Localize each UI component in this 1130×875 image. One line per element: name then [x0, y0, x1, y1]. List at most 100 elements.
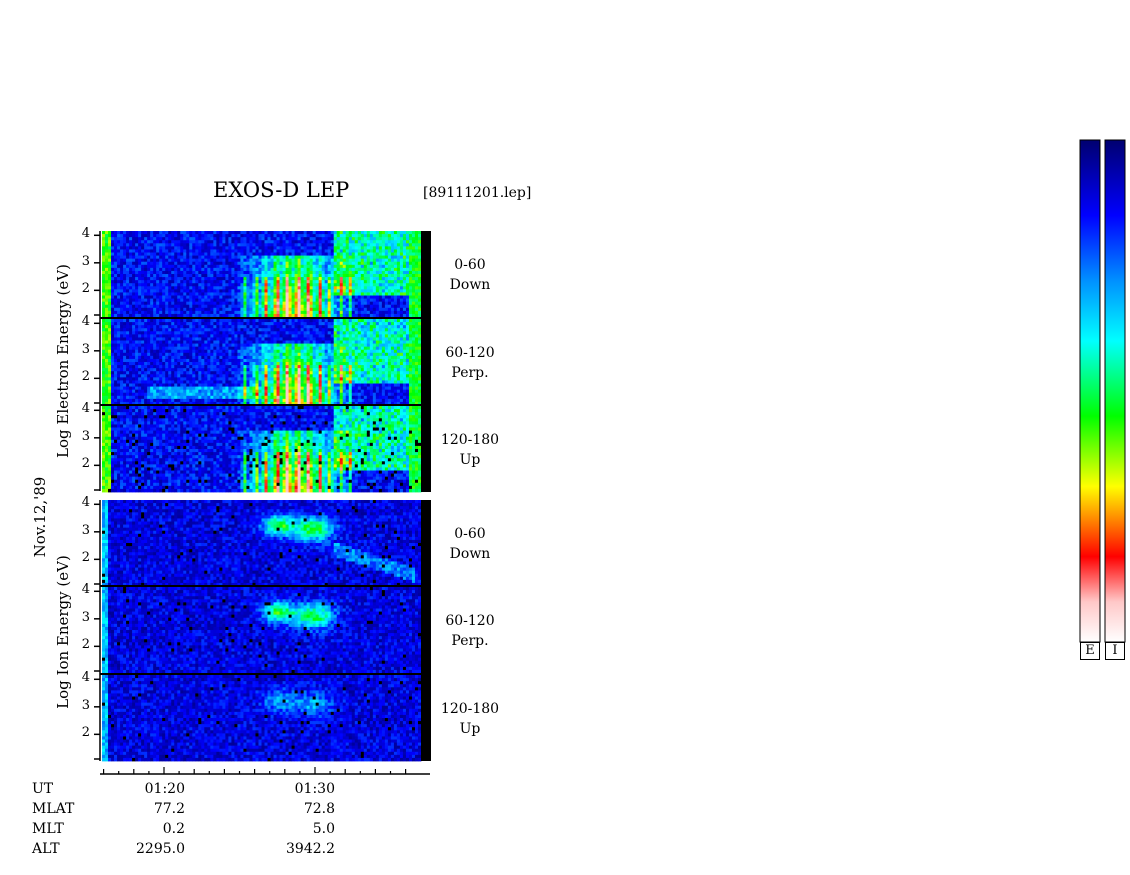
heatmap-cell	[276, 231, 280, 235]
heatmap-cell	[390, 258, 395, 263]
heatmap-cell	[153, 395, 157, 400]
heatmap-cell	[411, 246, 416, 250]
heatmap-cell	[186, 286, 190, 290]
heatmap-cell	[264, 319, 268, 323]
heatmap-cell	[222, 340, 226, 344]
heatmap-cell	[417, 240, 422, 244]
heatmap-cell	[129, 389, 133, 394]
heatmap-cell	[168, 267, 172, 272]
heatmap-cell	[153, 231, 157, 235]
heatmap-cell	[384, 240, 389, 244]
heatmap-cell	[144, 352, 148, 357]
heatmap-cell	[186, 283, 190, 287]
heatmap-cell	[117, 383, 121, 387]
heatmap-cell	[330, 252, 335, 256]
heatmap-cell	[204, 258, 208, 263]
heatmap-cell	[414, 307, 419, 312]
heatmap-cell	[147, 392, 151, 397]
heatmap-cell	[147, 261, 151, 266]
heatmap-cell	[414, 298, 419, 303]
heatmap-cell	[111, 231, 115, 235]
heatmap-cell	[153, 277, 157, 281]
heatmap-cell	[123, 352, 127, 357]
heatmap-cell	[339, 237, 344, 241]
heatmap-cell	[297, 401, 302, 406]
heatmap-cell	[282, 252, 286, 256]
heatmap-cell	[177, 365, 181, 369]
heatmap-cell	[171, 352, 175, 357]
heatmap-cell	[171, 240, 175, 244]
heatmap-cell	[156, 392, 160, 397]
heatmap-cell	[312, 298, 317, 303]
heatmap-cell	[279, 295, 283, 299]
heatmap-cell	[276, 319, 280, 323]
heatmap-cell	[198, 358, 202, 363]
heatmap-cell	[327, 301, 332, 306]
heatmap-cell	[168, 401, 172, 406]
heatmap-cell	[192, 295, 196, 299]
heatmap-cell	[192, 380, 196, 384]
heatmap-cell	[315, 246, 320, 250]
heatmap-cell	[171, 274, 175, 278]
heatmap-cell	[105, 389, 109, 394]
heatmap-cell	[288, 267, 292, 272]
heatmap-cell	[330, 240, 335, 244]
heatmap-cell	[180, 267, 184, 272]
heatmap-cell	[306, 277, 311, 281]
heatmap-cell	[165, 392, 169, 397]
heatmap-cell	[171, 289, 175, 293]
heatmap-cell	[210, 337, 214, 341]
heatmap-cell	[240, 349, 244, 354]
heatmap-cell	[276, 401, 280, 406]
heatmap-cell	[303, 289, 308, 293]
heatmap-cell	[237, 289, 241, 293]
heatmap-cell	[132, 283, 136, 287]
heatmap-cell	[384, 286, 389, 290]
heatmap-cell	[324, 313, 329, 318]
heatmap-cell	[393, 243, 398, 247]
heatmap-cell	[156, 258, 160, 263]
heatmap-cell	[156, 307, 160, 312]
heatmap-cell	[384, 246, 389, 250]
heatmap-cell	[387, 231, 392, 235]
heatmap-cell	[192, 365, 196, 369]
heatmap-cell	[153, 362, 157, 366]
heatmap-cell	[114, 386, 118, 391]
heatmap-cell	[240, 270, 244, 275]
heatmap-cell	[285, 255, 289, 260]
heatmap-cell	[219, 246, 223, 250]
heatmap-cell	[117, 398, 121, 403]
heatmap-cell	[144, 392, 148, 397]
heatmap-cell	[162, 231, 166, 235]
heatmap-cell	[357, 274, 362, 278]
heatmap-cell	[126, 274, 130, 278]
heatmap-cell	[366, 240, 371, 244]
heatmap-cell	[258, 261, 262, 266]
heatmap-cell	[312, 337, 317, 341]
heatmap-cell	[270, 358, 274, 363]
heatmap-cell	[396, 243, 401, 247]
heatmap-cell	[312, 307, 317, 312]
heatmap-cell	[174, 368, 178, 372]
heatmap-cell	[228, 337, 232, 341]
heatmap-cell	[339, 313, 344, 318]
heatmap-cell	[258, 301, 262, 306]
heatmap-cell	[111, 237, 115, 241]
heatmap-cell	[243, 322, 247, 326]
heatmap-cell	[102, 298, 106, 303]
heatmap-cell	[246, 255, 250, 260]
heatmap-cell	[165, 322, 169, 326]
heatmap-cell	[318, 298, 323, 303]
heatmap-cell	[216, 371, 220, 375]
heatmap-cell	[315, 274, 320, 278]
heatmap-cell	[303, 343, 308, 348]
heatmap-cell	[252, 307, 256, 312]
heatmap-cell	[309, 380, 314, 384]
heatmap-cell	[303, 337, 308, 341]
heatmap-cell	[408, 252, 413, 256]
heatmap-cell	[201, 283, 205, 287]
heatmap-cell	[324, 240, 329, 244]
heatmap-cell	[300, 313, 305, 318]
heatmap-cell	[321, 270, 326, 275]
heatmap-cell	[285, 334, 289, 338]
